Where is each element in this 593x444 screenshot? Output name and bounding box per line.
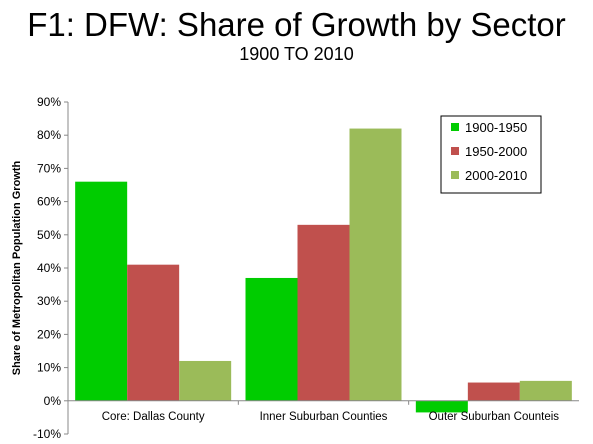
category-label: Outer Suburban Counteis: [429, 411, 560, 423]
y-tick-label: 0%: [44, 394, 62, 408]
y-tick-label: 60%: [37, 195, 61, 209]
legend-swatch: [451, 147, 459, 155]
legend-swatch: [451, 171, 459, 179]
y-tick-label: 40%: [37, 261, 61, 275]
y-ticks: -10% 0% 10% 20% 30% 40% 50% 60% 70% 80% 90%: [33, 95, 68, 441]
legend-label: 1950-2000: [465, 144, 527, 159]
legend-swatch: [451, 123, 459, 131]
legend: 1900-1950 1950-2000 2000-2010: [440, 115, 542, 194]
bar-2000-2010: [349, 128, 402, 401]
bar-2000-2010: [519, 380, 572, 401]
category-label: Core: Dallas County: [102, 411, 205, 423]
y-tick-label: -10%: [33, 427, 61, 441]
bar-1950-2000: [127, 264, 180, 401]
y-axis-label: Share of Metropolitan Population Growth: [11, 160, 23, 375]
y-tick-label: 90%: [37, 95, 61, 109]
category-labels: Core: Dallas County Inner Suburban Counti…: [102, 400, 560, 423]
y-tick-label: 80%: [37, 128, 61, 142]
legend-label: 2000-2010: [465, 168, 527, 183]
y-tick-label: 20%: [37, 327, 61, 341]
category-label: Inner Suburban Counties: [260, 411, 388, 423]
y-tick-label: 30%: [37, 294, 61, 308]
bar-1900-1950: [415, 400, 468, 413]
chart-title: F1: DFW: Share of Growth by Sector: [27, 6, 566, 43]
bar-2000-2010: [179, 360, 232, 401]
y-tick-label: 50%: [37, 228, 61, 242]
bar-1900-1950: [75, 181, 128, 401]
chart-subtitle: 1900 TO 2010: [239, 44, 354, 64]
y-tick-label: 70%: [37, 161, 61, 175]
bar-1900-1950: [245, 277, 298, 401]
y-tick-label: 10%: [37, 361, 61, 375]
legend-label: 1900-1950: [465, 120, 527, 135]
bar-1950-2000: [467, 382, 520, 401]
bars-layer: [75, 128, 572, 413]
bar-1950-2000: [297, 224, 350, 401]
